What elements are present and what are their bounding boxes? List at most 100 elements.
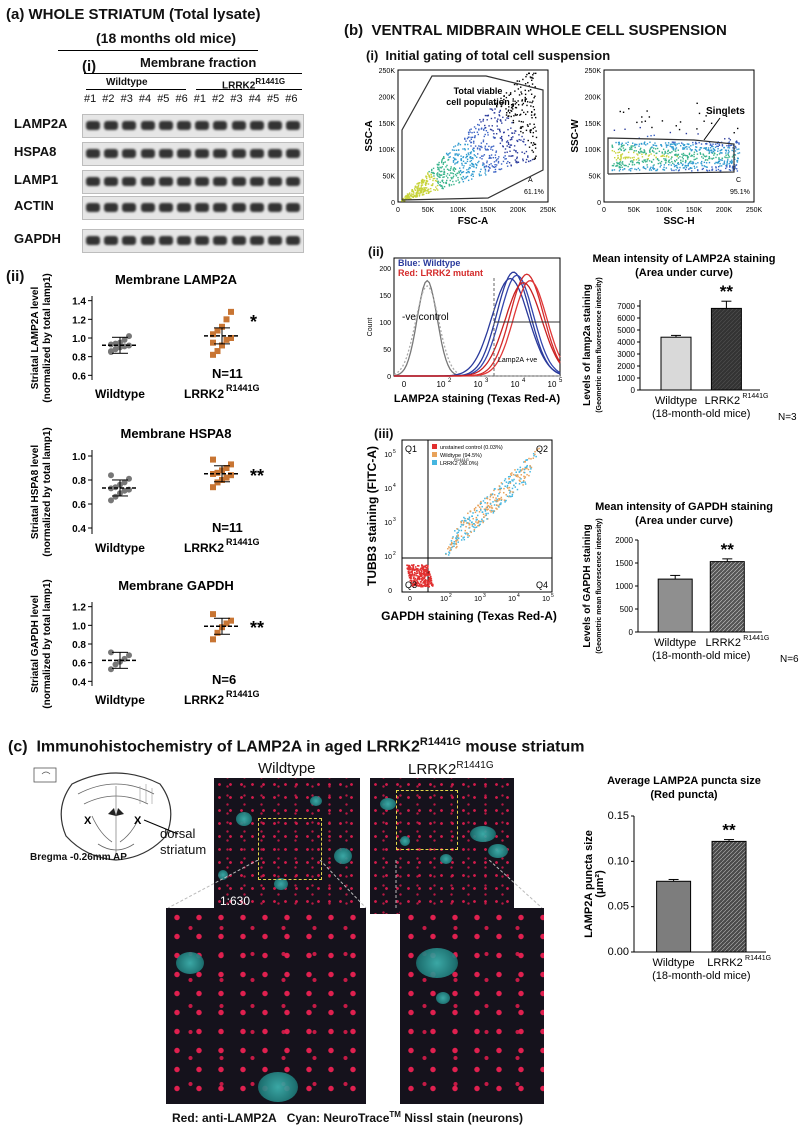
event-dot (486, 160, 488, 162)
y-tick-label: 50K (589, 174, 602, 181)
event-dot (674, 160, 676, 163)
event-dot (456, 536, 459, 539)
y-tick-label: 4000 (617, 338, 635, 347)
y-axis-label: LAMP2A puncta size (583, 830, 595, 938)
event-dot (530, 142, 533, 144)
event-dot (726, 144, 728, 147)
event-dot (493, 161, 496, 163)
event-dot (426, 189, 429, 192)
event-dot (726, 163, 728, 166)
event-dot (695, 141, 697, 144)
event-dot (513, 478, 515, 481)
event-dot (536, 448, 539, 451)
event-dot (413, 569, 416, 572)
event-dot (661, 120, 664, 122)
event-dot (660, 144, 662, 146)
event-dot (729, 139, 732, 141)
event-dot (521, 104, 524, 106)
event-dot (471, 170, 474, 173)
event-dot (707, 148, 710, 151)
event-dot (443, 170, 445, 173)
event-dot (670, 168, 672, 170)
event-dot (501, 138, 503, 141)
event-dot (613, 150, 616, 153)
event-dot (425, 584, 428, 586)
event-dot (447, 154, 449, 156)
event-dot (664, 159, 666, 161)
event-dot (511, 472, 513, 474)
event-dot (732, 147, 734, 149)
data-point (126, 475, 132, 482)
blot-band (140, 203, 155, 212)
blot-band (177, 121, 191, 130)
event-dot (498, 485, 501, 487)
event-dot (685, 132, 688, 135)
event-dot (656, 169, 658, 172)
data-point (210, 636, 216, 643)
event-dot (628, 156, 630, 158)
y-tick-label: 100 (379, 320, 391, 327)
blot-band (286, 121, 301, 130)
event-dot (418, 571, 421, 574)
event-dot (695, 149, 697, 152)
event-dot (683, 167, 685, 169)
event-dot (667, 144, 669, 146)
event-dot (421, 182, 423, 185)
event-dot (663, 169, 666, 171)
event-dot (405, 195, 407, 197)
event-dot (484, 509, 486, 511)
event-dot (534, 453, 536, 456)
event-dot (721, 144, 724, 146)
event-dot (714, 146, 717, 148)
event-dot (638, 145, 640, 147)
event-dot (520, 120, 523, 123)
event-dot (452, 177, 454, 179)
event-dot (445, 152, 448, 155)
event-dot (508, 106, 510, 108)
y-tick-label: 0 (387, 374, 391, 381)
event-dot (720, 159, 722, 161)
event-dot (652, 158, 655, 161)
lane-label: #6 (175, 93, 188, 105)
event-dot (738, 152, 741, 154)
event-dot (703, 155, 706, 157)
event-dot (649, 148, 651, 151)
event-dot (655, 144, 657, 147)
event-dot (499, 168, 501, 171)
event-dot (451, 542, 453, 545)
event-dot (470, 141, 473, 144)
event-dot (441, 180, 444, 183)
event-dot (449, 156, 451, 158)
event-dot (683, 147, 685, 149)
event-dot (478, 160, 480, 163)
event-dot (513, 83, 516, 86)
event-dot (456, 545, 458, 548)
event-dot (461, 178, 464, 181)
event-dot (416, 194, 418, 196)
event-dot (688, 152, 691, 154)
data-point (108, 472, 114, 479)
event-dot (522, 102, 525, 105)
event-dot (450, 176, 452, 179)
event-dot (688, 143, 690, 145)
event-dot (428, 191, 430, 194)
event-dot (406, 197, 409, 200)
event-dot (684, 146, 687, 148)
event-dot (471, 523, 474, 526)
y-tick-label: 6000 (617, 314, 635, 323)
event-dot (489, 509, 491, 512)
event-dot (531, 76, 533, 79)
event-dot (468, 171, 470, 174)
blot-band (104, 177, 119, 186)
x-tick-label: 50K (422, 207, 435, 214)
event-dot (420, 187, 422, 190)
event-dot (618, 162, 621, 164)
event-dot (529, 101, 531, 103)
event-dot (509, 92, 512, 94)
y-tick-label: 150K (585, 121, 602, 128)
event-dot (521, 109, 523, 111)
blot-band (231, 149, 246, 158)
event-dot (675, 154, 677, 157)
event-dot (422, 182, 425, 184)
event-dot (700, 143, 703, 145)
